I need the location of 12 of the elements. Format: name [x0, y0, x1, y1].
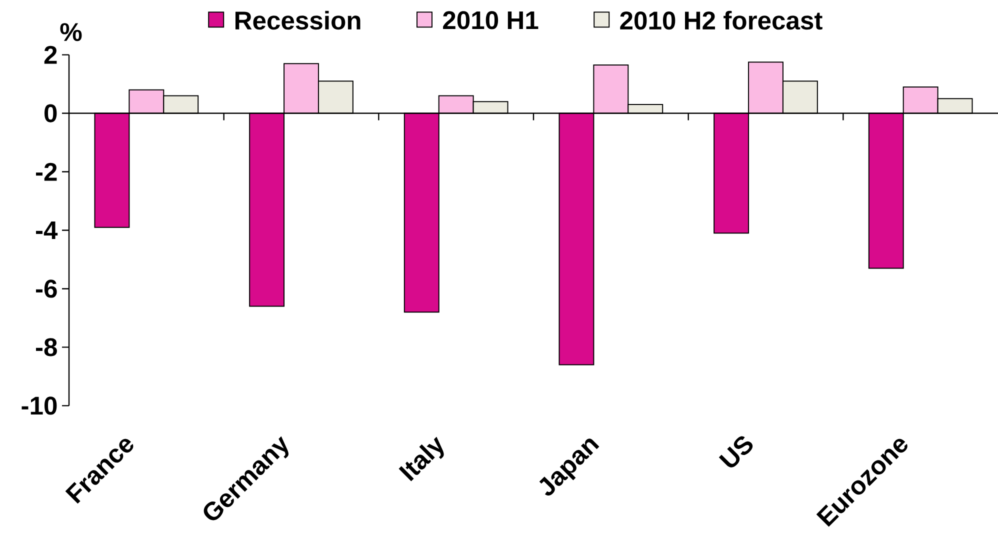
x-tick-label: US	[718, 436, 753, 468]
legend-label: Recession	[235, 10, 360, 30]
y-axis-title: %	[60, 23, 82, 42]
legend-label: 2010 H2 forecast	[620, 10, 822, 30]
y-tick-label: -6	[36, 280, 57, 298]
y-tick-label: -4	[36, 221, 58, 240]
y-tick-label: -8	[36, 338, 57, 356]
legend-label: 2010 H1	[443, 11, 538, 30]
y-tick-label: -10	[22, 396, 57, 415]
y-tick-label: -2	[36, 162, 57, 181]
y-tick-label: 2	[44, 46, 57, 64]
y-tick-label: 0	[44, 104, 57, 122]
